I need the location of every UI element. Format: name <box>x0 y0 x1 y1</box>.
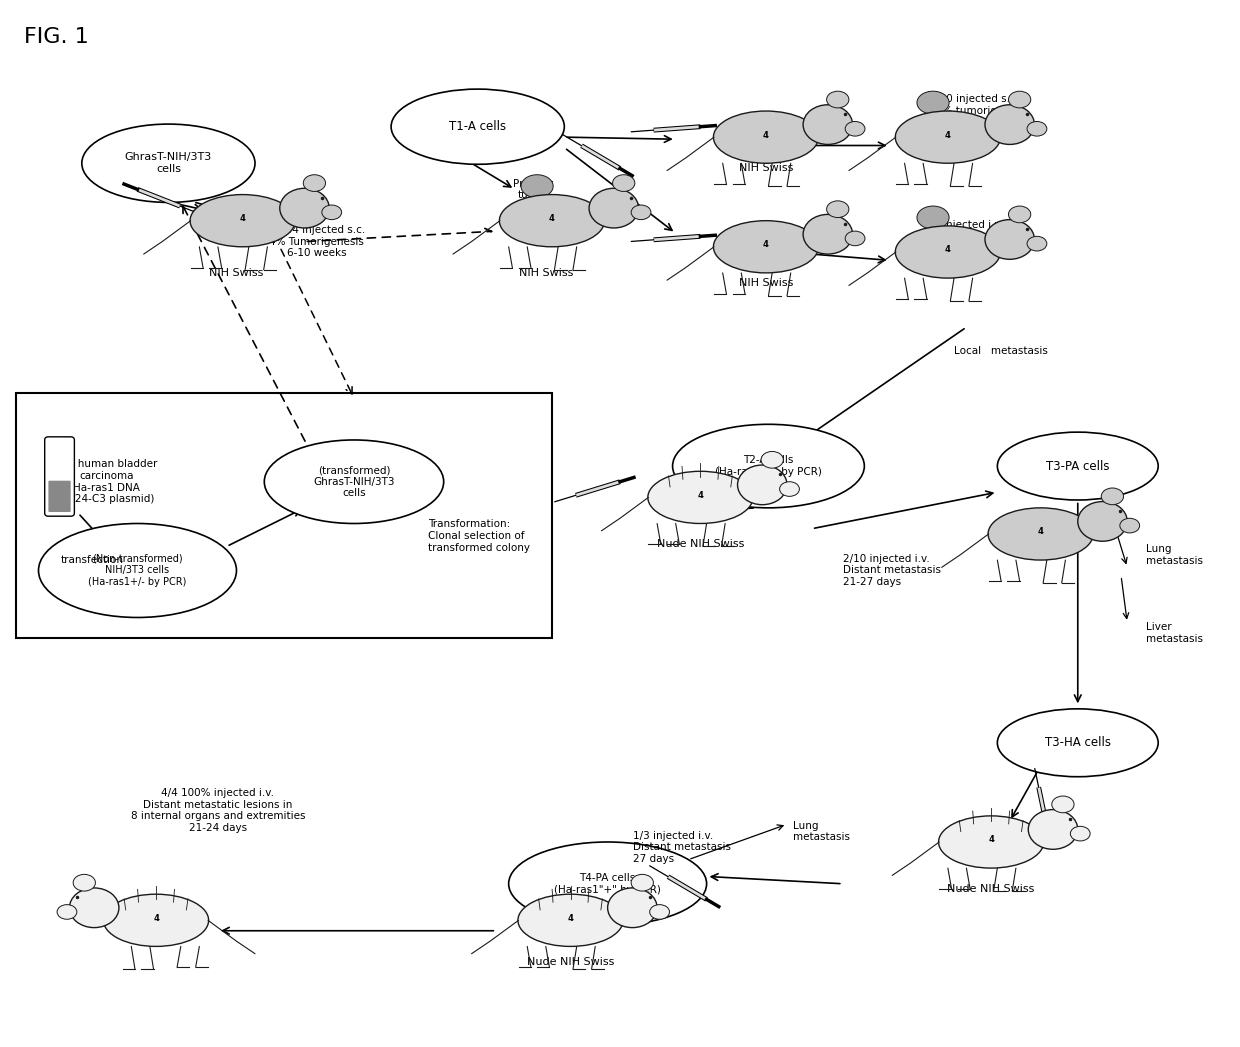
Text: 4: 4 <box>763 131 769 139</box>
Ellipse shape <box>57 905 77 919</box>
Ellipse shape <box>508 842 707 926</box>
Ellipse shape <box>713 221 818 273</box>
Ellipse shape <box>1028 809 1078 849</box>
Ellipse shape <box>761 451 784 468</box>
Text: 4/104 injected s.c.
4% Tumorigenesis
6-10 weeks: 4/104 injected s.c. 4% Tumorigenesis 6-1… <box>269 225 365 259</box>
Text: 4: 4 <box>153 914 159 922</box>
Ellipse shape <box>827 91 849 108</box>
Text: 4: 4 <box>1038 528 1044 536</box>
Ellipse shape <box>827 201 849 218</box>
Ellipse shape <box>650 905 670 919</box>
Ellipse shape <box>939 816 1044 868</box>
Ellipse shape <box>322 205 342 220</box>
Text: Primary
tumor: Primary tumor <box>513 179 553 200</box>
Ellipse shape <box>631 205 651 220</box>
Text: NIH Swiss: NIH Swiss <box>739 279 794 288</box>
Ellipse shape <box>69 888 119 928</box>
Ellipse shape <box>895 111 1001 163</box>
Ellipse shape <box>38 524 237 618</box>
Text: (transformed)
GhrasT-NIH/3T3
cells: (transformed) GhrasT-NIH/3T3 cells <box>314 465 394 498</box>
Text: NIH Swiss: NIH Swiss <box>739 163 794 174</box>
Ellipse shape <box>1101 488 1123 505</box>
Text: 4: 4 <box>945 131 951 139</box>
Ellipse shape <box>804 215 853 254</box>
Text: Lung
metastasis: Lung metastasis <box>794 821 851 843</box>
Ellipse shape <box>895 226 1001 279</box>
Ellipse shape <box>613 175 635 192</box>
Text: Lung
metastasis: Lung metastasis <box>1146 544 1203 565</box>
Ellipse shape <box>997 709 1158 777</box>
Text: T1-A cells: T1-A cells <box>449 120 506 133</box>
Ellipse shape <box>1008 206 1030 223</box>
Ellipse shape <box>1070 826 1090 841</box>
Ellipse shape <box>1078 502 1127 541</box>
Ellipse shape <box>1120 518 1140 533</box>
Ellipse shape <box>103 894 208 946</box>
Text: 4/4 100% injected i.v.
Distant metastatic lesions in
8 internal organs and extre: 4/4 100% injected i.v. Distant metastati… <box>130 788 305 833</box>
Ellipse shape <box>985 105 1034 144</box>
Ellipse shape <box>647 471 753 524</box>
Ellipse shape <box>264 440 444 524</box>
Ellipse shape <box>916 206 949 229</box>
Text: (Non-transformed)
NIH/3T3 cells
(Ha-ras1+/- by PCR): (Non-transformed) NIH/3T3 cells (Ha-ras1… <box>88 554 187 587</box>
Text: Nude NIH Swiss: Nude NIH Swiss <box>527 957 614 967</box>
Ellipse shape <box>280 188 330 228</box>
Ellipse shape <box>846 121 866 136</box>
Ellipse shape <box>1027 237 1047 251</box>
Ellipse shape <box>521 175 553 198</box>
Ellipse shape <box>500 195 605 247</box>
FancyBboxPatch shape <box>45 437 74 516</box>
Ellipse shape <box>82 125 255 202</box>
Ellipse shape <box>846 231 866 246</box>
Text: NIH Swiss: NIH Swiss <box>210 268 264 277</box>
Text: 4: 4 <box>988 836 994 844</box>
Text: GhrasT-NIH/3T3
cells: GhrasT-NIH/3T3 cells <box>125 153 212 174</box>
Text: 4: 4 <box>239 214 246 223</box>
Text: Transformation:
Clonal selection of
transformed colony: Transformation: Clonal selection of tran… <box>428 519 531 553</box>
Text: Nude NIH Swiss: Nude NIH Swiss <box>947 884 1035 894</box>
Text: 4: 4 <box>549 214 554 223</box>
Ellipse shape <box>631 874 653 891</box>
Ellipse shape <box>304 175 326 192</box>
Ellipse shape <box>1027 121 1047 136</box>
Text: FIG. 1: FIG. 1 <box>24 27 88 47</box>
Ellipse shape <box>997 432 1158 500</box>
Ellipse shape <box>608 888 657 928</box>
Text: NIH Swiss: NIH Swiss <box>518 268 573 277</box>
Ellipse shape <box>738 465 787 505</box>
Ellipse shape <box>672 424 864 508</box>
Text: T3-PA cells: T3-PA cells <box>1047 460 1110 472</box>
Text: 4: 4 <box>945 245 951 254</box>
Ellipse shape <box>589 188 639 228</box>
Ellipse shape <box>518 894 622 946</box>
Text: 2/10 injected i.v.
Distant metastasis
21-27 days: 2/10 injected i.v. Distant metastasis 21… <box>843 554 941 587</box>
Ellipse shape <box>1052 796 1074 812</box>
Text: 4: 4 <box>763 240 769 249</box>
Ellipse shape <box>804 105 853 144</box>
Ellipse shape <box>1008 91 1030 108</box>
Text: transfection: transfection <box>61 555 124 565</box>
Ellipse shape <box>190 195 295 247</box>
Ellipse shape <box>391 89 564 164</box>
Text: 4/4 injected i.v.
Local metastasis
13 days: 4/4 injected i.v. Local metastasis 13 da… <box>923 220 1011 253</box>
Text: T4-PA cells
(Ha-ras1"+" by PCR): T4-PA cells (Ha-ras1"+" by PCR) <box>554 873 661 894</box>
Ellipse shape <box>73 874 95 891</box>
Text: 20/20 injected s.c.
100% tumorigenic
7-10 days: 20/20 injected s.c. 100% tumorigenic 7-1… <box>923 94 1019 128</box>
Ellipse shape <box>916 91 949 114</box>
Ellipse shape <box>713 111 818 163</box>
Ellipse shape <box>780 482 800 496</box>
FancyBboxPatch shape <box>48 481 71 512</box>
Text: 4: 4 <box>697 491 703 499</box>
Text: Local   metastasis: Local metastasis <box>954 347 1048 356</box>
Text: 1/3 injected i.v.
Distant metastasis
27 days: 1/3 injected i.v. Distant metastasis 27 … <box>634 830 732 864</box>
Text: T24 human bladder
carcinoma
Ha-ras1 DNA
(pT24-C3 plasmid): T24 human bladder carcinoma Ha-ras1 DNA … <box>56 460 157 505</box>
Text: T3-HA cells: T3-HA cells <box>1045 736 1111 750</box>
Text: T2-A cells
(Ha-ras1"+" by PCR): T2-A cells (Ha-ras1"+" by PCR) <box>715 455 822 476</box>
Text: Nude NIH Swiss: Nude NIH Swiss <box>657 539 744 550</box>
FancyBboxPatch shape <box>16 393 552 639</box>
Text: 4: 4 <box>568 914 573 922</box>
Ellipse shape <box>988 508 1094 560</box>
Ellipse shape <box>985 220 1034 260</box>
Text: Liver
metastasis: Liver metastasis <box>1146 622 1203 644</box>
